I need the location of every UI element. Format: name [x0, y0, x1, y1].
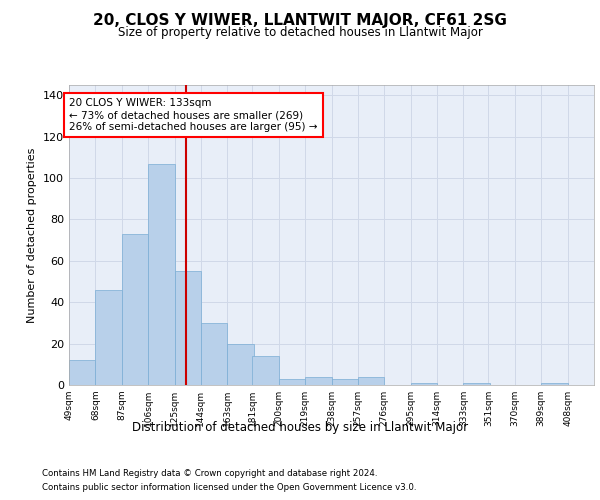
- Bar: [358, 376, 384, 385]
- Text: Contains HM Land Registry data © Crown copyright and database right 2024.: Contains HM Land Registry data © Crown c…: [42, 470, 377, 478]
- Bar: [253, 356, 279, 385]
- Text: 20, CLOS Y WIWER, LLANTWIT MAJOR, CF61 2SG: 20, CLOS Y WIWER, LLANTWIT MAJOR, CF61 2…: [93, 12, 507, 28]
- Bar: [463, 383, 490, 385]
- Bar: [175, 271, 201, 385]
- Y-axis label: Number of detached properties: Number of detached properties: [28, 148, 37, 322]
- Bar: [69, 360, 95, 385]
- Bar: [331, 379, 358, 385]
- Bar: [410, 383, 437, 385]
- Text: 20 CLOS Y WIWER: 133sqm
← 73% of detached houses are smaller (269)
26% of semi-d: 20 CLOS Y WIWER: 133sqm ← 73% of detache…: [70, 98, 318, 132]
- Bar: [95, 290, 122, 385]
- Bar: [148, 164, 175, 385]
- Text: Size of property relative to detached houses in Llantwit Major: Size of property relative to detached ho…: [118, 26, 482, 39]
- Bar: [541, 383, 568, 385]
- Text: Contains public sector information licensed under the Open Government Licence v3: Contains public sector information licen…: [42, 483, 416, 492]
- Bar: [279, 379, 305, 385]
- Bar: [201, 323, 227, 385]
- Bar: [305, 376, 331, 385]
- Bar: [122, 234, 148, 385]
- Bar: [227, 344, 254, 385]
- Text: Distribution of detached houses by size in Llantwit Major: Distribution of detached houses by size …: [132, 421, 468, 434]
